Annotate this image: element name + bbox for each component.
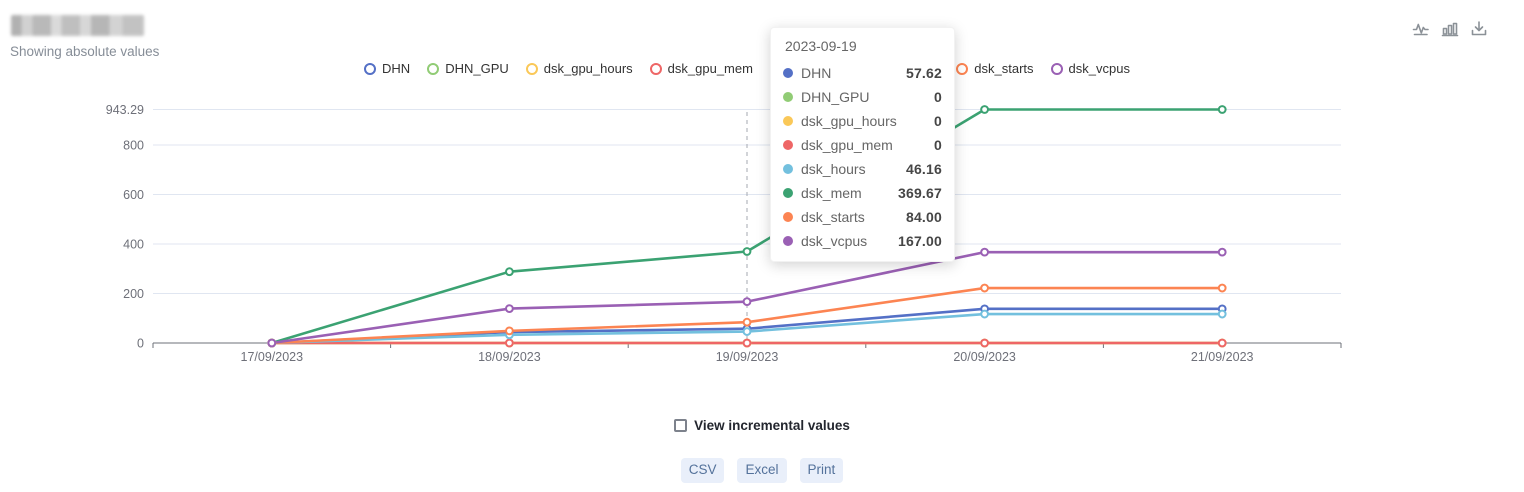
data-point-dsk_vcpus[interactable] [980, 247, 989, 257]
data-point-dsk_starts[interactable] [1217, 283, 1227, 293]
tooltip-row-dsk_gpu_hours: dsk_gpu_hours 0 [783, 109, 942, 133]
series-dot-icon [783, 140, 793, 150]
tooltip-series-value: 0 [934, 137, 942, 153]
data-point-dsk_gpu_mem[interactable] [742, 338, 752, 348]
series-dot-icon [783, 68, 793, 78]
data-point-dsk_starts[interactable] [505, 326, 514, 336]
y-axis-label: 800 [123, 138, 144, 152]
tooltip-row-dsk_gpu_mem: dsk_gpu_mem 0 [783, 133, 942, 157]
series-dot-icon [783, 92, 793, 102]
legend-marker-icon [649, 62, 662, 75]
x-axis-label: 18/09/2023 [478, 350, 541, 364]
series-dot-icon [783, 188, 793, 198]
series-dot-icon [783, 212, 793, 222]
data-point-dsk_starts[interactable] [980, 283, 989, 293]
legend-item-DHN_GPU[interactable]: DHN_GPU [427, 61, 509, 76]
tooltip-series-label: DHN_GPU [801, 89, 870, 105]
series-dot-icon [783, 236, 793, 246]
y-axis-label: 943.29 [106, 103, 144, 117]
legend-item-dsk_gpu_mem[interactable]: dsk_gpu_mem [649, 61, 753, 76]
tooltip-row-DHN: DHN 57.62 [783, 61, 942, 85]
export-button-excel[interactable]: Excel [737, 458, 787, 483]
x-axis-label: 20/09/2023 [953, 350, 1016, 364]
data-point-dsk_gpu_mem[interactable] [505, 338, 514, 348]
export-buttons-row: CSV Excel Print [0, 458, 1524, 483]
incremental-checkbox[interactable] [674, 419, 688, 432]
tooltip-series-label: DHN [801, 65, 832, 81]
bar-chart-icon[interactable] [1441, 20, 1459, 38]
legend-marker-icon [956, 62, 969, 75]
data-point-dsk_gpu_mem[interactable] [980, 338, 989, 348]
legend-label: DHN [382, 61, 411, 76]
legend-item-dsk_vcpus[interactable]: dsk_vcpus [1050, 61, 1130, 76]
tooltip-row-dsk_mem: dsk_mem 369.67 [783, 181, 942, 205]
incremental-toggle-row: View incremental values [0, 418, 1524, 433]
download-icon[interactable] [1470, 20, 1488, 38]
x-axis-label: 19/09/2023 [716, 350, 779, 364]
tooltip-series-value: 0 [934, 113, 942, 129]
x-axis-label: 17/09/2023 [241, 350, 304, 364]
data-point-dsk_mem[interactable] [980, 105, 989, 114]
tooltip-series-value: 369.67 [897, 185, 942, 201]
tooltip-series-label: dsk_starts [801, 209, 865, 225]
series-dot-icon [783, 164, 793, 174]
legend-label: dsk_gpu_mem [667, 61, 753, 76]
tooltip-series-label: dsk_vcpus [801, 233, 868, 249]
data-point-dsk_mem[interactable] [1217, 105, 1227, 114]
y-axis-label: 600 [123, 188, 144, 202]
legend-item-dsk_starts[interactable]: dsk_starts [956, 61, 1034, 76]
series-dot-icon [783, 116, 793, 126]
data-point-dsk_vcpus[interactable] [267, 338, 277, 348]
tooltip-series-label: dsk_mem [801, 185, 862, 201]
data-point-dsk_vcpus[interactable] [505, 304, 514, 313]
data-point-dsk_starts[interactable] [742, 317, 752, 327]
tooltip-series-label: dsk_hours [801, 161, 866, 177]
tooltip-series-value: 84.00 [905, 209, 942, 225]
data-point-dsk_gpu_mem[interactable] [1217, 338, 1227, 348]
data-point-dsk_hours[interactable] [742, 327, 752, 336]
tooltip-row-dsk_vcpus: dsk_vcpus 167.00 [783, 229, 942, 253]
legend-label: dsk_gpu_hours [543, 61, 633, 76]
data-point-dsk_hours[interactable] [980, 309, 989, 319]
line-chart-icon[interactable] [1412, 20, 1430, 38]
tooltip-row-DHN_GPU: DHN_GPU 0 [783, 85, 942, 109]
legend-label: dsk_starts [974, 61, 1034, 76]
chart-canvas[interactable]: 0 200 400 600 800 943.29 17/09/2023 18/09/2023 1… [0, 0, 1524, 392]
data-point-dsk_hours[interactable] [1217, 309, 1227, 319]
export-button-csv[interactable]: CSV [680, 458, 725, 483]
y-axis-label: 0 [137, 337, 144, 351]
legend-item-DHN[interactable]: DHN [364, 61, 410, 76]
tooltip-series-value: 0 [934, 89, 942, 105]
legend-marker-icon [364, 62, 377, 75]
tooltip-series-value: 57.62 [905, 65, 942, 81]
tooltip-row-dsk_hours: dsk_hours 46.16 [783, 157, 942, 181]
incremental-checkbox-label[interactable]: View incremental values [694, 418, 850, 433]
legend-item-dsk_gpu_hours[interactable]: dsk_gpu_hours [525, 61, 633, 76]
tooltip-series-label: dsk_gpu_mem [801, 137, 893, 153]
data-point-dsk_vcpus[interactable] [1217, 247, 1227, 257]
subtitle: Showing absolute values [10, 44, 160, 59]
export-button-print[interactable]: Print [799, 458, 844, 483]
data-point-dsk_vcpus[interactable] [742, 297, 752, 307]
tooltip-series-label: dsk_gpu_hours [801, 113, 897, 129]
legend-label: DHN_GPU [445, 61, 509, 76]
chart-tooltip: 2023-09-19 DHN 57.62 DHN_GPU 0 dsk_gpu_hours… [770, 27, 955, 262]
tooltip-series-value: 167.00 [897, 233, 942, 249]
legend-marker-icon [427, 62, 440, 75]
y-axis-label: 400 [123, 237, 144, 251]
tooltip-series-value: 46.16 [905, 161, 942, 177]
chart-toolbox [1412, 20, 1488, 38]
legend-label: dsk_vcpus [1068, 61, 1130, 76]
tooltip-date: 2023-09-19 [785, 38, 857, 54]
legend-marker-icon [525, 62, 538, 75]
report-title-redacted [11, 15, 144, 36]
y-axis-label: 200 [123, 287, 144, 301]
data-point-dsk_mem[interactable] [742, 247, 752, 256]
legend-marker-icon [1050, 62, 1063, 75]
tooltip-row-dsk_starts: dsk_starts 84.00 [783, 205, 942, 229]
x-axis-label: 21/09/2023 [1191, 350, 1254, 364]
data-point-dsk_mem[interactable] [505, 267, 514, 277]
